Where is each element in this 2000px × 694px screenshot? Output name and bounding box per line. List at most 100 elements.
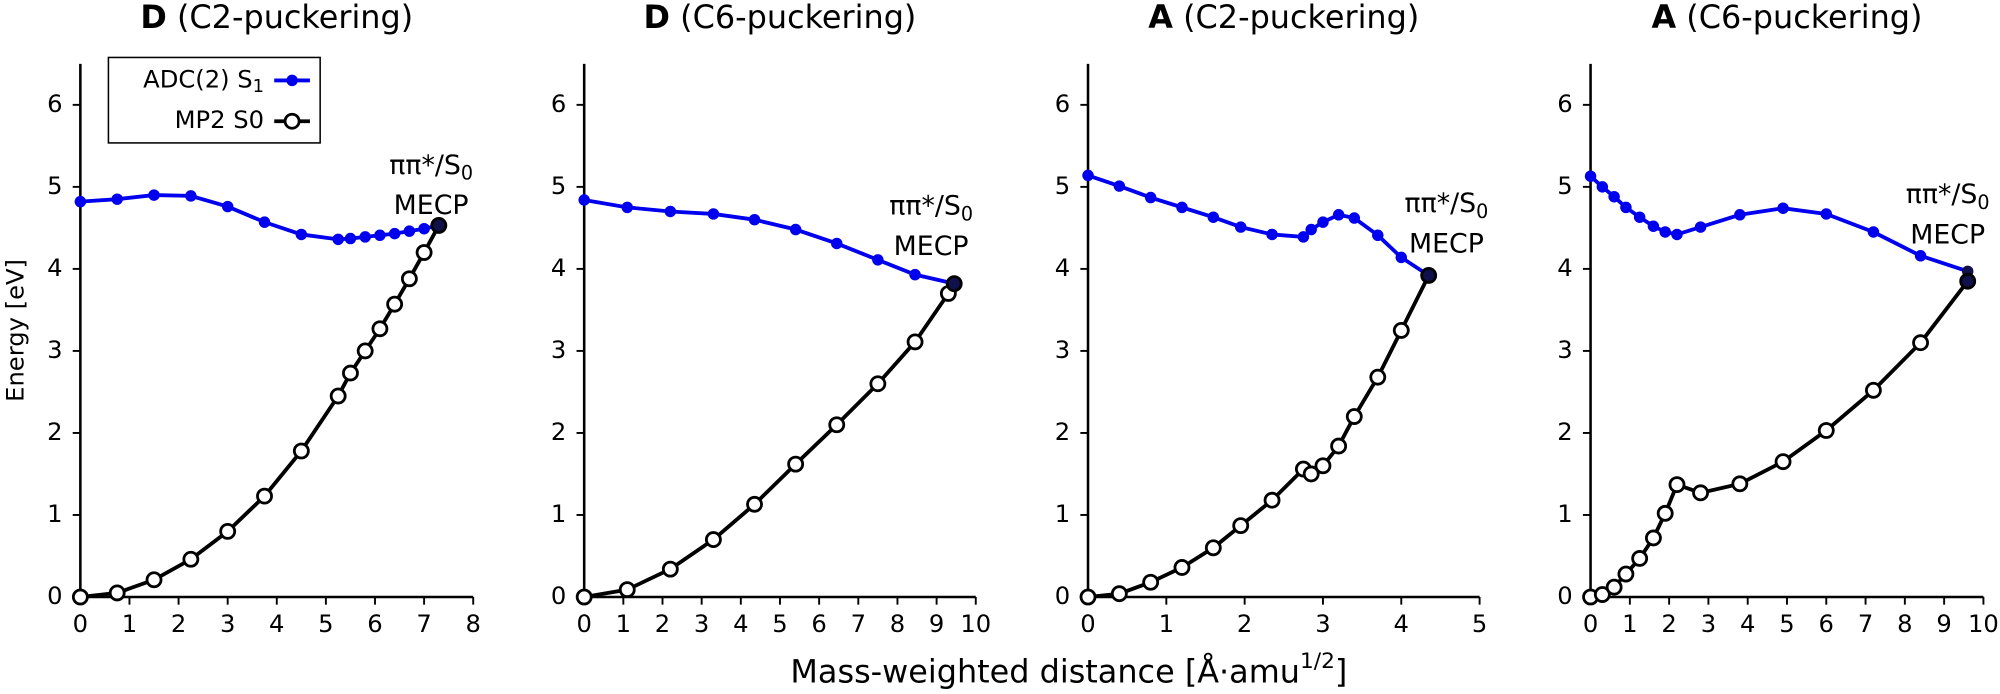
data-point: [1596, 181, 1609, 193]
panel-title: A (C6-puckering): [1651, 0, 1922, 36]
data-point: [661, 560, 679, 578]
x-tick-label: 2: [1237, 610, 1252, 638]
panel-title: D (C6-puckering): [644, 0, 917, 36]
data-point: [329, 387, 347, 405]
data-point: [1234, 221, 1247, 233]
x-tick-label: 4: [269, 610, 284, 638]
x-tick-label: 6: [367, 610, 382, 638]
data-point: [1144, 191, 1157, 204]
data-point: [578, 194, 590, 206]
data-point: [430, 217, 448, 234]
y-tick-label: 6: [1557, 90, 1572, 118]
data-point: [1263, 491, 1281, 509]
data-point: [292, 442, 310, 460]
x-tick-label: 4: [1394, 610, 1409, 638]
data-point: [1694, 221, 1707, 233]
data-point: [256, 487, 273, 505]
annotation-sub: 0: [1476, 199, 1488, 222]
y-tick-label: 1: [1055, 500, 1070, 528]
y-tick-label: 0: [1055, 582, 1070, 610]
x-tick-label: 9: [929, 610, 944, 638]
data-point: [1633, 211, 1646, 223]
data-point: [145, 571, 163, 589]
y-tick-label: 6: [47, 90, 62, 118]
data-point: [1302, 465, 1320, 483]
y-tick-label: 5: [551, 172, 566, 200]
annotation-line2: MECP: [1910, 220, 1985, 251]
y-tick-label: 4: [551, 254, 566, 282]
data-point: [386, 295, 404, 313]
data-point: [1631, 550, 1649, 567]
data-point: [111, 193, 123, 205]
data-point: [1266, 228, 1278, 241]
y-tick-label: 2: [1557, 418, 1572, 446]
x-tick-label: 3: [220, 610, 235, 638]
y-tick-label: 0: [1557, 582, 1572, 610]
y-tick-label: 6: [1055, 90, 1070, 118]
data-point: [71, 588, 89, 606]
y-tick-label: 5: [1055, 172, 1070, 200]
data-point: [618, 581, 636, 599]
data-point: [1820, 208, 1833, 220]
panel-title: A (C2-puckering): [1148, 0, 1419, 36]
title-text: (C2-puckering): [177, 0, 413, 36]
series-line: [80, 224, 441, 599]
data-point: [1332, 209, 1345, 221]
x-tick-label: 1: [616, 610, 631, 638]
legend-label: ADC(2) S1: [143, 65, 264, 96]
data-point: [1173, 559, 1191, 576]
data-point: [1645, 529, 1662, 547]
title-bold: D: [644, 0, 670, 36]
data-point: [1345, 408, 1363, 425]
data-point: [1656, 504, 1674, 522]
data-point: [418, 222, 430, 235]
x-tick-label: 1: [1622, 610, 1637, 638]
annotation-sub: 0: [961, 202, 973, 225]
x-tick-label: 7: [851, 610, 866, 638]
x-tick-label: 2: [655, 610, 670, 638]
data-point: [746, 495, 763, 513]
data-point: [1865, 381, 1882, 399]
data-point: [1659, 226, 1671, 238]
data-point: [1082, 169, 1094, 182]
data-point: [1593, 586, 1611, 603]
y-tick-label: 0: [47, 582, 62, 610]
data-point: [1204, 539, 1222, 557]
x-tick-label: 8: [466, 610, 481, 638]
data-point: [182, 550, 200, 568]
data-point: [1605, 578, 1623, 596]
legend-label: MP2 S0: [175, 106, 264, 134]
data-point: [1110, 585, 1128, 603]
x-tick-label: 10: [960, 610, 991, 638]
x-tick-label: 3: [694, 610, 709, 638]
panel-title: D (C2-puckering): [140, 0, 413, 36]
data-point: [707, 208, 720, 220]
data-point: [1372, 229, 1384, 242]
data-point: [1207, 211, 1220, 223]
data-point: [1348, 212, 1361, 224]
data-point: [1692, 484, 1709, 502]
legend-marker: [283, 112, 301, 130]
data-point: [1392, 321, 1410, 339]
annotation-text: ππ*/S: [889, 190, 961, 221]
data-point: [831, 237, 843, 250]
x-tick-label: 10: [1968, 610, 1999, 638]
data-point: [295, 228, 308, 241]
title-text: (C6-puckering): [680, 0, 916, 36]
x-tick-label: 5: [1779, 610, 1794, 638]
x-tick-label: 3: [1701, 610, 1716, 638]
data-point: [400, 270, 418, 288]
data-point: [1420, 267, 1438, 284]
x-tick-label: 0: [73, 610, 88, 638]
data-point: [748, 213, 761, 226]
y-axis-label: Energy [eV]: [2, 259, 30, 402]
annotation: ππ*/S0: [1906, 179, 1990, 214]
data-point: [1317, 216, 1329, 228]
data-point: [1608, 190, 1620, 203]
data-point: [359, 231, 371, 243]
x-tick-label: 5: [318, 610, 333, 638]
data-point: [388, 227, 401, 240]
data-point: [1305, 223, 1317, 236]
data-point: [108, 584, 126, 602]
